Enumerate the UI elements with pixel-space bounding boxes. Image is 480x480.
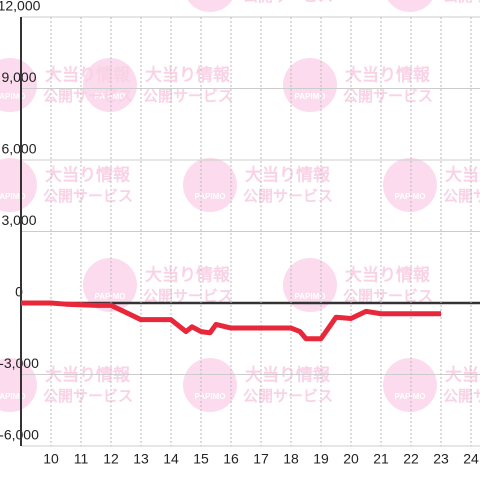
- watermark-circle: [0, 158, 37, 212]
- watermark-circle: [187, 0, 233, 12]
- watermark-logo: PAPIMO: [195, 192, 226, 201]
- x-tick-label: 14: [163, 451, 179, 467]
- watermark-text: 大当り情報: [45, 64, 131, 84]
- watermark-logo: PAPIMO: [395, 192, 426, 201]
- x-tick-label: 12: [103, 451, 119, 467]
- y-tick-label: 12,000: [0, 0, 41, 14]
- y-tick-label: 3,000: [1, 212, 36, 228]
- x-tick-label: 16: [223, 451, 239, 467]
- watermark-text: 公開サービス: [43, 88, 133, 105]
- x-tick-label: 21: [373, 451, 389, 467]
- watermark-logo: PAPIMO: [195, 392, 226, 401]
- watermark-text: 公開サービス: [143, 288, 233, 305]
- watermark-logo: PAPIMO: [395, 392, 426, 401]
- y-tick-label: 0: [15, 284, 23, 300]
- data-line: [21, 300, 441, 342]
- watermark-logo: PAPIMO: [195, 0, 226, 1]
- watermark-text: 大当り情報: [145, 264, 231, 284]
- x-tick-label: 22: [403, 451, 419, 467]
- watermark-logo: PAPIMO: [95, 92, 126, 101]
- watermark-circle: [283, 258, 337, 312]
- watermark-text: 公開サービス: [443, 188, 480, 205]
- watermark-text: 公開サービス: [443, 0, 480, 5]
- watermark-logo: PAPIMO: [395, 0, 426, 1]
- x-tick-label: 17: [253, 451, 269, 467]
- x-tick-label: 11: [74, 451, 89, 467]
- y-tick-label: 9,000: [1, 69, 36, 85]
- watermark-text: 公開サービス: [243, 188, 333, 205]
- watermark-text: 公開サービス: [443, 388, 480, 405]
- x-tick-label: 23: [433, 451, 449, 467]
- watermark-text: 大当り情報: [345, 264, 431, 284]
- x-tick-label: 24: [463, 451, 479, 467]
- y-tick-label: -6,000: [0, 427, 39, 443]
- watermark-logo: PAPIMO: [95, 292, 126, 301]
- x-tick-label: 15: [193, 451, 209, 467]
- x-tick-label: 10: [43, 451, 59, 467]
- watermark-logo: PAPIMO: [295, 92, 326, 101]
- watermark-circle: [183, 158, 237, 212]
- watermark-circle: [383, 158, 437, 212]
- x-tick-label: 18: [283, 451, 299, 467]
- watermark-circle: [0, 358, 37, 412]
- watermark-text: 公開サービス: [43, 388, 133, 405]
- watermark-logo: PAPIMO: [0, 92, 25, 101]
- watermark-text: 大当り情報: [345, 64, 431, 84]
- y-tick-label: 6,000: [1, 141, 36, 157]
- x-tick-label: 20: [343, 451, 359, 467]
- watermark-circle: [83, 58, 137, 112]
- watermark-circle: [0, 58, 37, 112]
- watermark-text: 公開サービス: [343, 288, 433, 305]
- watermark-text: 公開サービス: [243, 388, 333, 405]
- watermark-text: 公開サービス: [343, 88, 433, 105]
- x-tick-label: 13: [133, 451, 149, 467]
- watermark-logo: PAPIMO: [0, 392, 25, 401]
- watermark-logo: PAPIMO: [295, 292, 326, 301]
- watermark-text: 公開サービス: [43, 188, 133, 205]
- watermark-circle: [387, 0, 433, 12]
- watermark-circle: [383, 358, 437, 412]
- watermark-text: 大当り情報: [145, 64, 231, 84]
- watermark-logo: PAPIMO: [0, 192, 25, 201]
- watermark-text: 公開サービス: [243, 0, 333, 5]
- watermark-circle: [83, 258, 137, 312]
- watermark-text: 大当り情報: [445, 164, 480, 184]
- watermark-circle: [283, 58, 337, 112]
- watermark-text: 大当り情報: [45, 164, 131, 184]
- watermark-text: 公開サービス: [143, 88, 233, 105]
- y-tick-label: -3,000: [0, 355, 39, 371]
- x-tick-label: 19: [313, 451, 329, 467]
- watermark-text: 大当り情報: [245, 164, 331, 184]
- watermark-circle: [183, 358, 237, 412]
